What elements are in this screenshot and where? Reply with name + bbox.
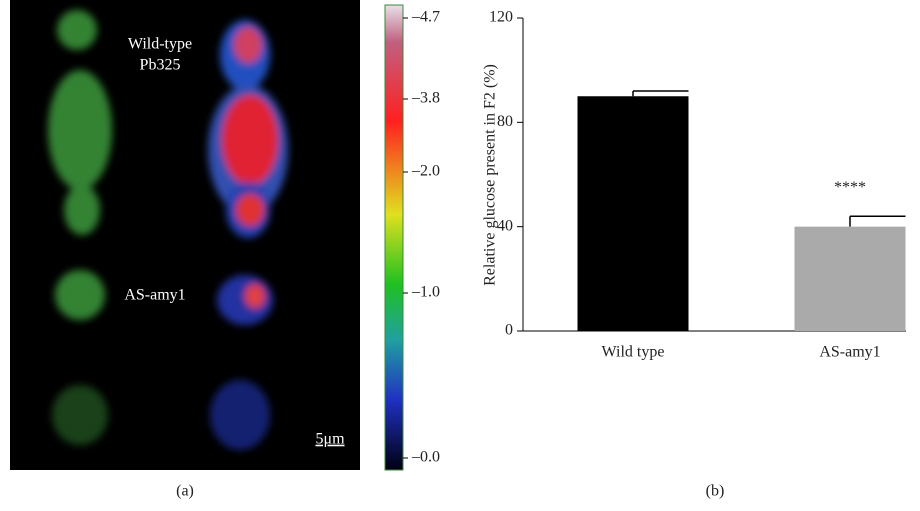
y-tick-label: 80 xyxy=(497,113,513,130)
x-tick-label: AS-amy1 xyxy=(819,344,880,361)
micrograph: Wild-type Pb325 AS-amy1 5μm xyxy=(10,0,360,470)
colorbar xyxy=(384,4,404,471)
bar xyxy=(577,96,689,331)
scale-bar-label: 5μm xyxy=(315,431,345,448)
y-axis-label: Relative glucose present in F2 (%) xyxy=(482,64,499,286)
colorbar-label: –3.8 xyxy=(411,90,440,107)
colorbar-label: –4.7 xyxy=(411,9,440,26)
mutant-label: AS-amy1 xyxy=(124,287,185,304)
colorbar-label: –1.0 xyxy=(411,284,440,301)
colorbar-label: –2.0 xyxy=(411,163,440,180)
bar xyxy=(794,226,906,331)
x-tick-label: Wild type xyxy=(602,344,665,361)
y-tick-label: 40 xyxy=(497,217,513,234)
wild-type-label: Wild-type xyxy=(128,36,192,53)
strain-label: Pb325 xyxy=(140,57,181,74)
y-tick-label: 120 xyxy=(489,9,513,26)
colorbar-label: –0.0 xyxy=(411,449,440,466)
panel-label: (b) xyxy=(706,483,725,500)
panel-label: (a) xyxy=(176,483,194,500)
significance-label: **** xyxy=(834,179,866,196)
y-tick-label: 0 xyxy=(505,322,513,339)
